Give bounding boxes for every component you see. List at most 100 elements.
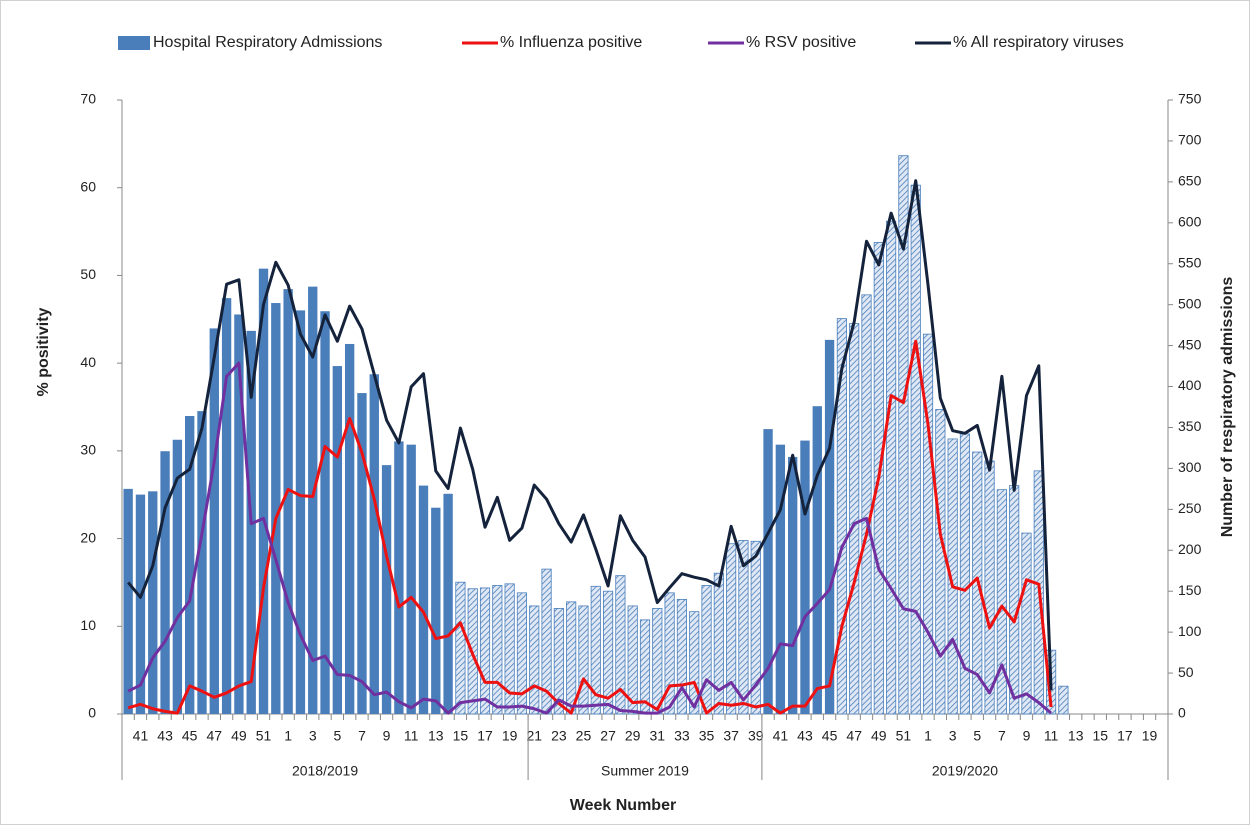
bar (947, 438, 958, 715)
bar (455, 581, 466, 715)
y-tick-label: 20 (80, 529, 96, 545)
bar (935, 409, 946, 715)
bar (308, 286, 318, 714)
y-tick-label: 40 (80, 354, 96, 370)
y2-tick-label: 200 (1178, 541, 1202, 557)
bar (959, 433, 971, 715)
x-tick-label: 17 (477, 728, 493, 744)
x-tick-label: 21 (526, 728, 542, 744)
bar (394, 441, 404, 714)
bar (590, 585, 601, 715)
bar (123, 488, 133, 714)
legend-label: % RSV positive (746, 34, 856, 51)
y-tick-label: 70 (80, 91, 96, 107)
bar (812, 406, 822, 714)
x-axis-title: Week Number (570, 797, 676, 814)
x-tick-label: 5 (333, 728, 341, 744)
bar (516, 592, 528, 715)
x-tick-label: 49 (231, 728, 247, 744)
legend-swatch (118, 36, 150, 50)
bar (726, 543, 737, 715)
bar (406, 444, 416, 714)
bar (1009, 485, 1020, 715)
bar (676, 598, 687, 715)
bar (689, 611, 700, 715)
x-tick-label: 19 (502, 728, 518, 744)
bar (639, 619, 651, 715)
y2-tick-label: 300 (1178, 459, 1202, 475)
bar (271, 303, 281, 714)
bar (775, 444, 786, 714)
x-tick-label: 11 (1044, 728, 1059, 744)
x-tick-label: 15 (1093, 728, 1109, 744)
x-tick-label: 49 (871, 728, 887, 744)
x-tick-label: 11 (404, 728, 419, 744)
bar (135, 494, 146, 714)
bar (197, 411, 207, 714)
x-tick-label: 1 (284, 728, 292, 744)
x-tick-label: 9 (383, 728, 391, 744)
group-label: 2019/2020 (932, 763, 998, 779)
bar (886, 220, 897, 715)
bar (578, 605, 589, 715)
bar (738, 540, 749, 715)
y2-tick-label: 550 (1178, 254, 1202, 270)
x-tick-label: 47 (207, 728, 223, 744)
bar (283, 289, 293, 714)
legend-label: % All respiratory viruses (953, 34, 1124, 51)
x-tick-label: 33 (674, 728, 690, 744)
bar (492, 585, 503, 715)
y2-tick-label: 100 (1178, 623, 1202, 639)
y2-tick-label: 450 (1178, 336, 1202, 352)
x-tick-label: 15 (453, 728, 469, 744)
y-tick-label: 60 (80, 178, 96, 194)
bar (160, 451, 170, 714)
y2-tick-label: 750 (1178, 91, 1202, 107)
y-tick-label: 30 (80, 442, 96, 458)
y2-tick-label: 150 (1178, 582, 1202, 598)
x-tick-label: 13 (1068, 728, 1084, 744)
group-label: 2018/2019 (292, 763, 358, 779)
bar (566, 601, 577, 715)
y-tick-label: 0 (88, 705, 96, 721)
y-tick-label: 50 (80, 266, 96, 282)
bar (836, 318, 847, 715)
bar (861, 294, 872, 715)
x-tick-label: 31 (650, 728, 666, 744)
x-tick-label: 51 (896, 728, 912, 744)
y-tick-label: 10 (80, 617, 96, 633)
bar (701, 585, 712, 715)
x-tick-label: 13 (428, 728, 444, 744)
bar (750, 540, 761, 715)
x-tick-label: 7 (358, 728, 366, 744)
bar (369, 374, 379, 714)
bar (603, 590, 614, 715)
x-tick-label: 45 (822, 728, 838, 744)
bar (221, 298, 232, 714)
bar (627, 605, 638, 715)
bar (258, 268, 269, 714)
bar (922, 333, 934, 715)
bar (553, 607, 564, 715)
bar (320, 311, 330, 714)
y2-tick-label: 0 (1178, 705, 1186, 721)
y2-tick-label: 50 (1178, 664, 1194, 680)
y2-axis-title: Number of respiratory admissions (1219, 277, 1236, 538)
x-tick-label: 51 (256, 728, 272, 744)
y2-tick-label: 700 (1178, 132, 1202, 148)
bar (431, 507, 441, 714)
y2-tick-label: 600 (1178, 214, 1202, 230)
x-tick-label: 41 (773, 728, 789, 744)
bar (1021, 532, 1032, 715)
bar (332, 366, 343, 714)
x-tick-label: 29 (625, 728, 641, 744)
bar (664, 592, 675, 715)
bar (234, 314, 244, 714)
x-tick-label: 3 (949, 728, 957, 744)
x-tick-label: 35 (699, 728, 715, 744)
bar (357, 393, 367, 714)
bar (344, 343, 355, 714)
x-tick-label: 23 (551, 728, 567, 744)
bar (381, 465, 392, 714)
